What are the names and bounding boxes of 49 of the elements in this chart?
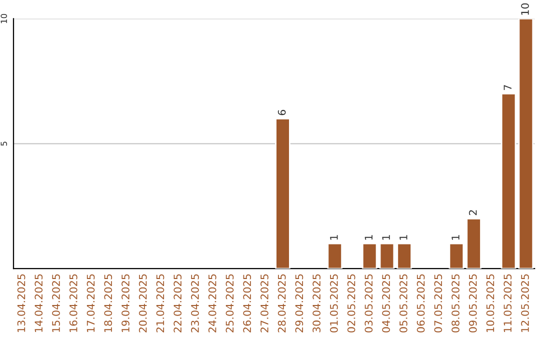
x-tick-label: 14.04.2025 — [34, 274, 43, 332]
x-tick-label: 03.05.2025 — [364, 274, 373, 332]
x-tick-label: 07.05.2025 — [434, 274, 442, 332]
data-label: 10 — [521, 3, 529, 15]
x-tick-label: 01.05.2025 — [330, 274, 338, 332]
bar — [275, 118, 290, 269]
x-tick-label: 19.04.2025 — [122, 274, 130, 332]
x-tick-label: 21.04.2025 — [156, 274, 164, 332]
x-tick-label: 08.05.2025 — [452, 274, 460, 332]
data-label: 1 — [382, 235, 390, 240]
data-label: 1 — [364, 235, 372, 240]
data-label: 6 — [278, 110, 286, 116]
bar — [448, 242, 464, 269]
x-tick-label: 05.05.2025 — [399, 274, 408, 332]
x-tick-label: 22.04.2025 — [174, 274, 182, 332]
bar — [362, 242, 378, 269]
y-tick-label: 5 — [0, 142, 8, 146]
x-tick-label: 27.04.2025 — [260, 274, 268, 332]
bar — [327, 242, 342, 269]
x-tick-label: 13.04.2025 — [17, 274, 26, 332]
x-tick-label: 10.05.2025 — [486, 274, 494, 332]
x-tick-label: 04.05.2025 — [382, 274, 390, 332]
bar — [396, 242, 412, 269]
x-tick-label: 15.04.2025 — [52, 274, 60, 332]
x-tick-label: 30.04.2025 — [312, 274, 320, 332]
x-tick-label: 28.04.2025 — [278, 274, 286, 332]
x-tick-label: 24.04.2025 — [208, 274, 216, 332]
x-tick-label: 18.04.2025 — [104, 274, 112, 332]
x-tick-label: 16.04.2025 — [69, 274, 78, 332]
x-tick-label: 17.04.2025 — [86, 274, 95, 332]
x-tick-label: 02.05.2025 — [347, 274, 356, 332]
data-label: 1 — [330, 235, 338, 240]
bar — [379, 242, 395, 269]
x-tick-label: 25.04.2025 — [226, 274, 234, 332]
data-label: 2 — [468, 210, 477, 216]
x-tick-label: 23.04.2025 — [191, 274, 199, 332]
x-tick-label: 06.05.2025 — [416, 274, 425, 332]
x-tick-label: 11.05.2025 — [504, 274, 512, 332]
x-tick-label: 12.05.2025 — [521, 274, 529, 332]
x-tick-label: 26.04.2025 — [243, 274, 252, 332]
x-tick-label: 29.04.2025 — [295, 274, 304, 332]
data-label: 7 — [504, 85, 512, 90]
x-tick-label: 09.05.2025 — [468, 274, 477, 332]
bar — [518, 18, 534, 269]
x-tick-label: 20.04.2025 — [138, 274, 147, 332]
bar — [500, 92, 516, 269]
data-label: 1 — [400, 235, 408, 240]
bar — [466, 218, 482, 269]
data-label: 1 — [452, 235, 460, 240]
